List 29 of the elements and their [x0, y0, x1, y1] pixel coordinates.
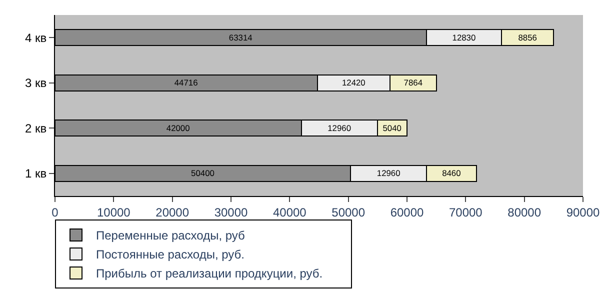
x-tick-label: 40000	[272, 205, 307, 220]
x-tick-label: 10000	[96, 205, 131, 220]
data-label: 8856	[518, 32, 538, 42]
data-label: 5040	[382, 122, 402, 133]
data-label: 12830	[452, 32, 476, 42]
x-tick-label: 90000	[566, 205, 600, 220]
y-tick-label: 3 кв	[24, 76, 47, 90]
data-label: 7864	[404, 78, 423, 88]
y-tick-label: 1 кв	[24, 166, 47, 181]
y-tick-label: 4 кв	[24, 30, 47, 45]
data-label: 42000	[166, 122, 190, 133]
x-tick-label: 80000	[508, 205, 542, 220]
data-label: 8460	[442, 168, 462, 178]
x-tick-label: 70000	[448, 205, 483, 220]
data-label: 12420	[342, 78, 366, 88]
legend-label: Прибыль от реализации продкуции, руб.	[96, 266, 323, 281]
x-tick-label: 20000	[156, 205, 190, 220]
data-label: 12960	[376, 168, 401, 178]
data-label: 12960	[328, 122, 352, 133]
y-tick-label: 2 кв	[24, 121, 47, 136]
legend-label: Постоянные расходы, руб.	[96, 248, 245, 262]
x-tick-label: 30000	[214, 205, 248, 220]
x-tick-label: 50000	[332, 205, 366, 220]
data-label: 44716	[174, 78, 198, 88]
x-tick-label: 60000	[390, 205, 424, 220]
data-label: 50400	[191, 168, 215, 178]
legend-label: Переменные расходы, руб	[96, 228, 246, 243]
data-label: 63314	[228, 32, 253, 42]
x-tick-label: 0	[52, 205, 59, 220]
